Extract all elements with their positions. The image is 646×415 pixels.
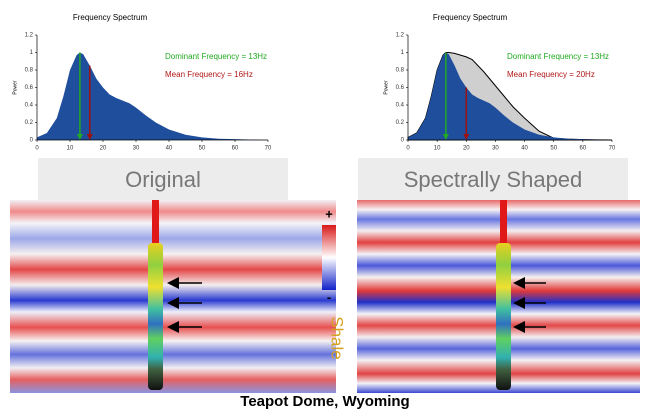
y-tick-label: 1.2 <box>396 33 405 39</box>
y-axis-label: Power <box>12 80 18 95</box>
x-tick-label: 0 <box>406 146 410 152</box>
seismic-section <box>10 200 336 393</box>
x-tick-label: 30 <box>133 146 140 152</box>
annotation: Dominant Frequency = 13Hz <box>507 52 609 61</box>
marker-head <box>86 134 93 140</box>
x-tick-label: 20 <box>100 146 107 152</box>
y-tick-label: 0.6 <box>25 85 34 91</box>
y-tick-label: 0 <box>401 138 405 144</box>
y-tick-label: 0.4 <box>396 103 405 109</box>
well-top <box>152 200 159 245</box>
area <box>37 52 268 140</box>
x-tick-label: 70 <box>609 146 616 152</box>
y-tick-label: 1.2 <box>25 33 34 39</box>
chart-title: Frequency Spectrum <box>73 13 148 22</box>
colorbar <box>322 225 336 290</box>
x-tick-label: 40 <box>166 146 173 152</box>
y-tick-label: 0.8 <box>396 68 405 74</box>
y-tick-label: 1 <box>401 50 405 56</box>
x-tick-label: 10 <box>434 146 441 152</box>
area <box>408 52 612 140</box>
panel-label: Spectrally Shaped <box>404 167 583 192</box>
y-tick-label: 0.4 <box>25 103 34 109</box>
x-tick-label: 50 <box>199 146 206 152</box>
x-tick-label: 60 <box>580 146 587 152</box>
x-tick-label: 30 <box>492 146 499 152</box>
x-tick-label: 70 <box>265 146 272 152</box>
marker-head <box>463 134 470 140</box>
y-tick-label: 0.6 <box>396 85 405 91</box>
annotation: Mean Frequency = 16Hz <box>165 70 253 79</box>
x-tick-label: 50 <box>550 146 557 152</box>
label-bar <box>358 158 628 200</box>
y-tick-label: 0.8 <box>25 68 34 74</box>
marker-head <box>76 134 83 140</box>
well-top <box>500 200 507 245</box>
colorbar-bottom: - <box>327 289 331 304</box>
footer: Teapot Dome, Wyoming <box>240 393 409 410</box>
y-tick-label: 0.2 <box>396 120 405 126</box>
panel-label: Original <box>125 167 201 192</box>
well-log <box>496 243 511 390</box>
y-tick-label: 0 <box>30 138 34 144</box>
x-tick-label: 10 <box>67 146 74 152</box>
marker-head <box>442 134 449 140</box>
y-tick-label: 1 <box>30 50 34 56</box>
chart-title: Frequency Spectrum <box>433 13 508 22</box>
well-log <box>148 243 163 390</box>
arrows <box>167 277 546 333</box>
y-axis-label: Power <box>383 80 389 95</box>
label-bar <box>38 158 288 200</box>
x-tick-label: 20 <box>463 146 470 152</box>
colorbar-top: + <box>325 206 333 221</box>
y-tick-label: 0.2 <box>25 120 34 126</box>
x-tick-label: 40 <box>521 146 528 152</box>
charts: Frequency Spectrum Power 0 0.2 0.4 0.6 0.8 1 1.2… <box>12 13 616 151</box>
annotation: Dominant Frequency = 13Hz <box>165 52 267 61</box>
colorbar-label: Shale <box>328 316 347 359</box>
x-tick-label: 0 <box>35 146 39 152</box>
x-tick-label: 60 <box>232 146 239 152</box>
annotation: Mean Frequency = 20Hz <box>507 70 595 79</box>
